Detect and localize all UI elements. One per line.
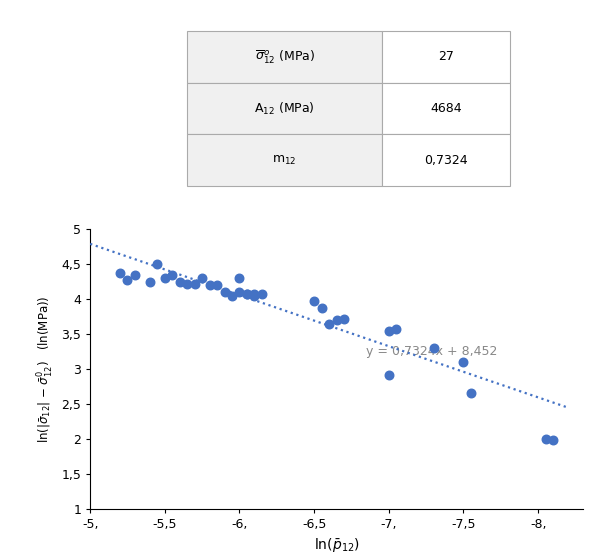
Point	[310, 297, 319, 306]
Point	[160, 274, 169, 283]
Point	[212, 281, 222, 290]
Point	[339, 314, 349, 323]
Point	[459, 358, 468, 367]
Point	[548, 435, 558, 444]
Point	[541, 434, 551, 443]
Point	[115, 269, 125, 278]
Point	[384, 326, 394, 335]
Point	[190, 280, 200, 288]
Point	[153, 259, 162, 269]
Point	[220, 288, 230, 297]
Point	[168, 270, 177, 279]
Point	[332, 315, 341, 324]
Y-axis label: ln(|$\bar{\sigma}_{12}$| $-$ $\bar{\sigma}_{12}^{0}$)   (ln(MPa)): ln(|$\bar{\sigma}_{12}$| $-$ $\bar{\sigm…	[35, 295, 56, 443]
Point	[145, 277, 154, 286]
Point	[130, 270, 140, 279]
Point	[205, 281, 215, 290]
Point	[123, 276, 132, 285]
Point	[234, 288, 244, 297]
Point	[242, 290, 252, 299]
Point	[466, 389, 476, 398]
Point	[429, 343, 439, 353]
Point	[175, 277, 185, 286]
X-axis label: ln($\bar{p}_{12}$): ln($\bar{p}_{12}$)	[314, 536, 359, 555]
Point	[249, 290, 259, 299]
Point	[183, 280, 192, 288]
Text: y = 0,7324x + 8,452: y = 0,7324x + 8,452	[367, 345, 498, 358]
Point	[391, 325, 401, 334]
Point	[249, 291, 259, 300]
Point	[234, 274, 244, 283]
Point	[242, 290, 252, 299]
Point	[325, 319, 334, 328]
Point	[317, 304, 326, 312]
Point	[227, 291, 237, 300]
Point	[197, 274, 207, 283]
Point	[257, 290, 267, 299]
Point	[384, 370, 394, 379]
